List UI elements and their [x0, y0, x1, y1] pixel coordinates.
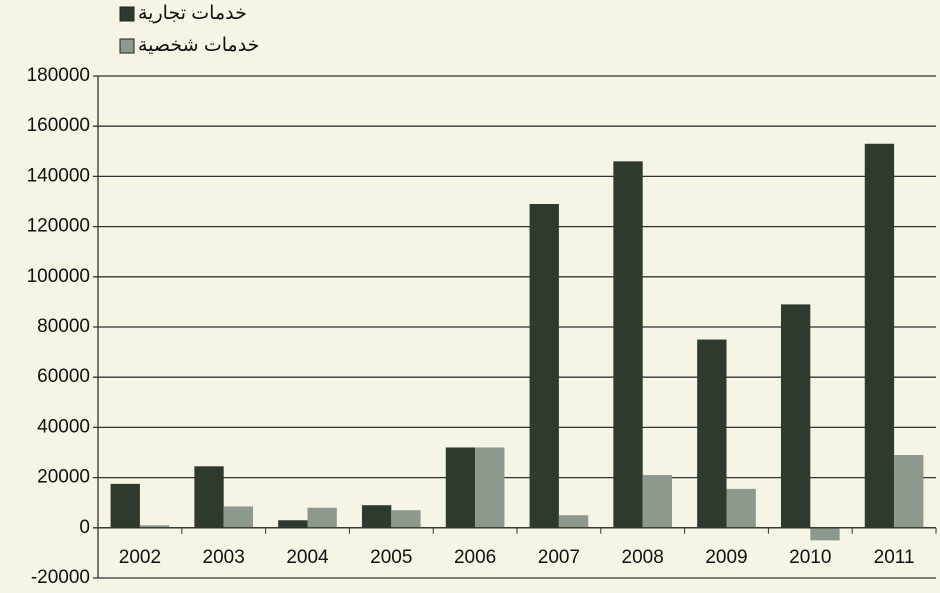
legend-swatch — [119, 6, 135, 22]
y-tick-label: 40000 — [37, 416, 90, 437]
x-tick-label: 2007 — [538, 547, 580, 568]
legend-label: خدمات شخصية — [138, 35, 259, 56]
bar — [139, 525, 170, 528]
bar — [278, 520, 308, 528]
y-tick-label: -20000 — [31, 567, 90, 588]
y-tick-label: 160000 — [27, 115, 90, 136]
bar — [726, 488, 756, 528]
bar — [361, 505, 392, 528]
y-tick-label: 60000 — [37, 366, 90, 387]
x-tick-label: 2002 — [119, 547, 161, 568]
bar — [110, 483, 140, 528]
bar — [529, 204, 559, 528]
x-tick-label: 2011 — [874, 547, 915, 568]
legend-swatch — [119, 38, 135, 54]
bar — [307, 507, 337, 528]
x-tick-label: 2003 — [203, 547, 245, 568]
x-tick-label: 2004 — [286, 547, 329, 568]
legend-label: خدمات تجارية — [138, 3, 247, 24]
bar — [223, 506, 254, 528]
bar — [445, 447, 476, 528]
x-tick-label: 2008 — [622, 547, 664, 568]
bar — [810, 527, 840, 541]
x-tick-label: 2006 — [454, 547, 496, 568]
bar — [864, 143, 895, 528]
y-tick-label: 0 — [79, 517, 90, 538]
y-tick-label: 140000 — [27, 165, 90, 186]
y-tick-label: 80000 — [37, 316, 90, 337]
bar — [194, 466, 224, 528]
bar — [558, 515, 589, 528]
bar — [475, 447, 505, 528]
bar — [642, 475, 673, 528]
y-tick-label: 20000 — [37, 467, 90, 488]
bar — [697, 339, 727, 528]
bar — [780, 304, 811, 528]
x-tick-label: 2005 — [370, 547, 412, 568]
bar — [613, 161, 643, 528]
bar — [894, 455, 924, 528]
y-tick-label: 100000 — [27, 266, 90, 287]
y-tick-label: 120000 — [27, 216, 90, 237]
y-tick-label: 180000 — [27, 65, 90, 86]
x-tick-label: 2010 — [789, 547, 831, 568]
bar — [391, 510, 421, 528]
x-tick-label: 2009 — [705, 547, 747, 568]
